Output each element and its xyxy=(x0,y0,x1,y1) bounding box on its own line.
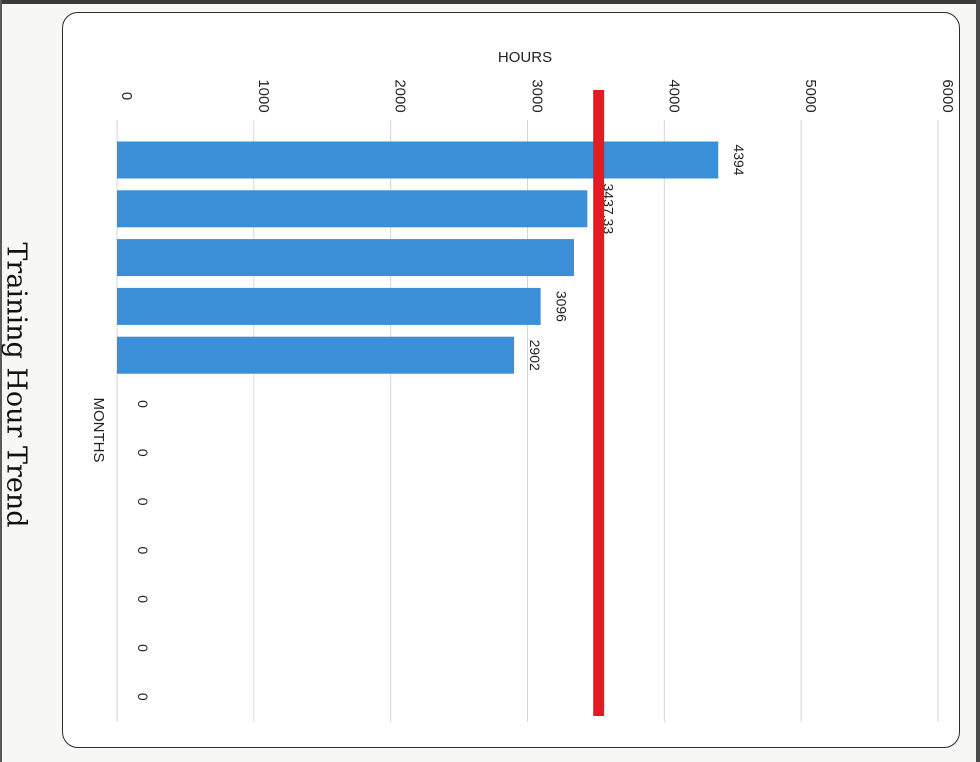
data-label: 0 xyxy=(135,644,151,652)
data-label: 3437.33 xyxy=(600,183,616,234)
data-label: 0 xyxy=(135,400,151,408)
page-edge-top xyxy=(0,0,980,4)
reference-line xyxy=(593,90,605,716)
page-edge-left xyxy=(0,0,2,762)
data-label: 0 xyxy=(135,595,151,603)
data-label: 4394 xyxy=(731,144,747,175)
data-label: 0 xyxy=(135,449,151,457)
data-label: 0 xyxy=(135,498,151,506)
category-axis-label: MONTHS xyxy=(90,398,107,463)
data-label: 0 xyxy=(135,693,151,701)
tick-label: 1000 xyxy=(255,79,272,112)
chart-frame xyxy=(62,12,960,748)
bar xyxy=(117,336,515,374)
tick-label: 6000 xyxy=(939,79,956,112)
tick-label: 4000 xyxy=(665,79,682,112)
tick-label: 2000 xyxy=(392,79,409,112)
data-label: 0 xyxy=(135,547,151,555)
bar xyxy=(117,287,541,325)
data-label: 3096 xyxy=(554,291,570,322)
tick-label: 5000 xyxy=(802,79,819,112)
bar xyxy=(117,141,719,179)
bar xyxy=(117,190,588,228)
value-axis-label: HOURS xyxy=(498,49,552,66)
tick-label: 3000 xyxy=(529,79,546,112)
page-edge-right xyxy=(976,0,980,762)
bar xyxy=(117,239,575,277)
tick-label: 0 xyxy=(118,92,135,100)
data-label: 2902 xyxy=(527,340,543,371)
